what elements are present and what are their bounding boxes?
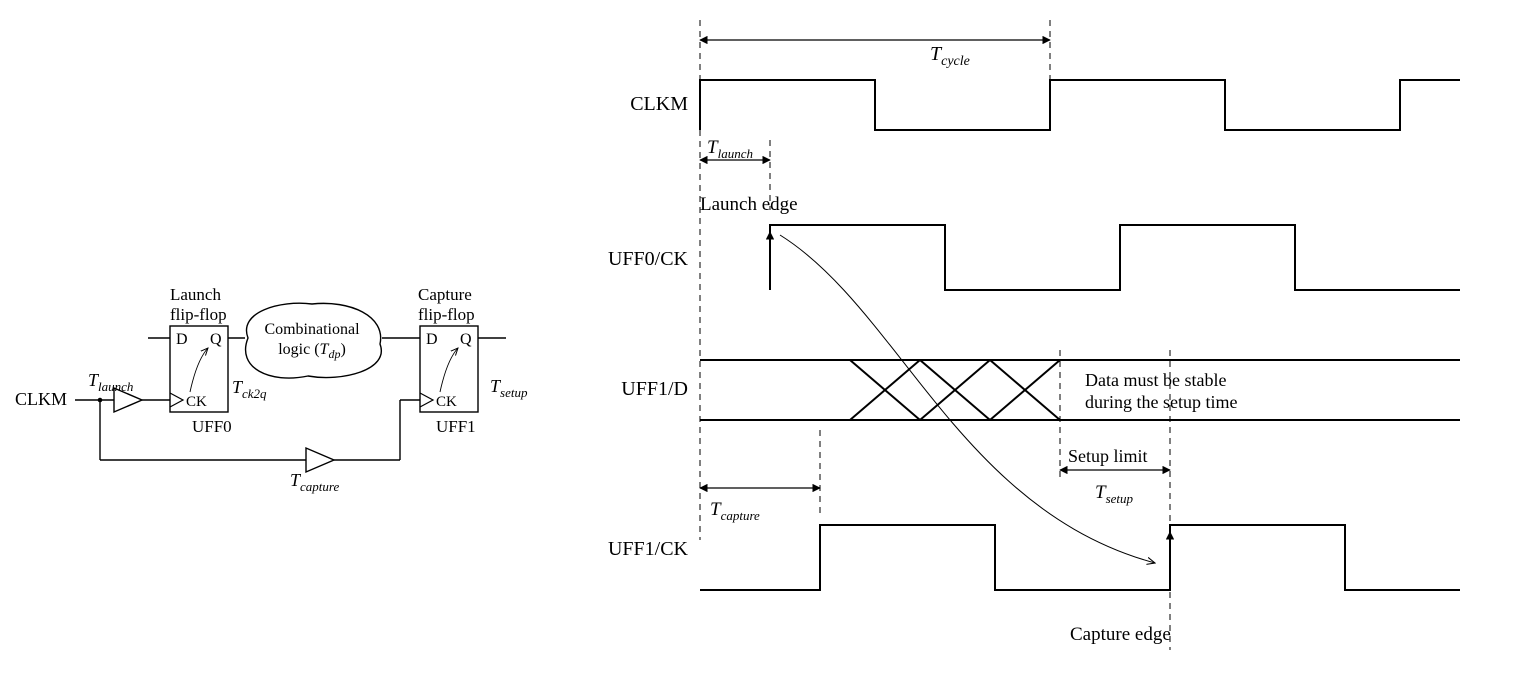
sig-clkm-wave [700,80,1460,130]
sig-uff1ck-label: UFF1/CK [608,538,689,560]
flip-flop-uff1: Capture flip-flop D Q CK UFF1 [418,285,478,436]
sig-clkm-label: CLKM [630,93,688,115]
t-setup-circ-label: Tsetup [490,376,528,400]
ff0-d-label: D [176,331,188,348]
uff0-label: UFF0 [192,417,232,436]
capture-ff-title: Capture [418,285,472,304]
t-launch-label: Tlaunch [88,370,133,394]
launch-ff-title2: flip-flop [170,305,227,324]
t-capture-label: Tcapture [290,470,339,494]
tcycle-label: Tcycle [930,43,970,69]
data-stable-label-1: Data must be stable [1085,370,1226,390]
sig-uff0ck-wave [770,225,1460,290]
data-stable-label-2: during the setup time [1085,392,1237,412]
tsetup-label: Tsetup [1095,482,1134,506]
ff1-ck-label: CK [436,394,457,410]
clkm-label: CLKM [15,389,67,409]
branch-node-icon [98,398,103,403]
ff0-q-label: Q [210,331,222,348]
launch-ff-title: Launch [170,285,221,304]
sig-uff1d-label: UFF1/D [621,378,688,400]
timing-diagram: Tcycle CLKM Tlaunch UFF0/CK Launch edge … [608,20,1460,650]
ff0-ck-label: CK [186,394,207,410]
combo-label-1: Combinational [264,321,360,338]
sig-uff0ck-label: UFF0/CK [608,248,689,270]
capture-edge-label: Capture edge [1070,624,1171,645]
flip-flop-uff0: Launch flip-flop D Q CK UFF0 [170,285,232,436]
launch-edge-label: Launch edge [700,194,798,215]
uff1-label: UFF1 [436,417,476,436]
setup-limit-label: Setup limit [1068,446,1148,466]
buffer-capture-icon [306,448,334,472]
ff1-q-label: Q [460,331,472,348]
sig-uff1ck-wave [700,525,1460,590]
tlaunch-label: Tlaunch [707,137,753,161]
circuit-diagram: CLKM Tlaunch Tcapture Launch flip-flop D… [15,285,528,494]
uff1d-transitions-icon [850,360,1060,420]
capture-ff-title2: flip-flop [418,305,475,324]
tcapture-label: Tcapture [710,499,760,523]
ff1-d-label: D [426,331,438,348]
t-ck2q-label: Tck2q [232,377,267,401]
